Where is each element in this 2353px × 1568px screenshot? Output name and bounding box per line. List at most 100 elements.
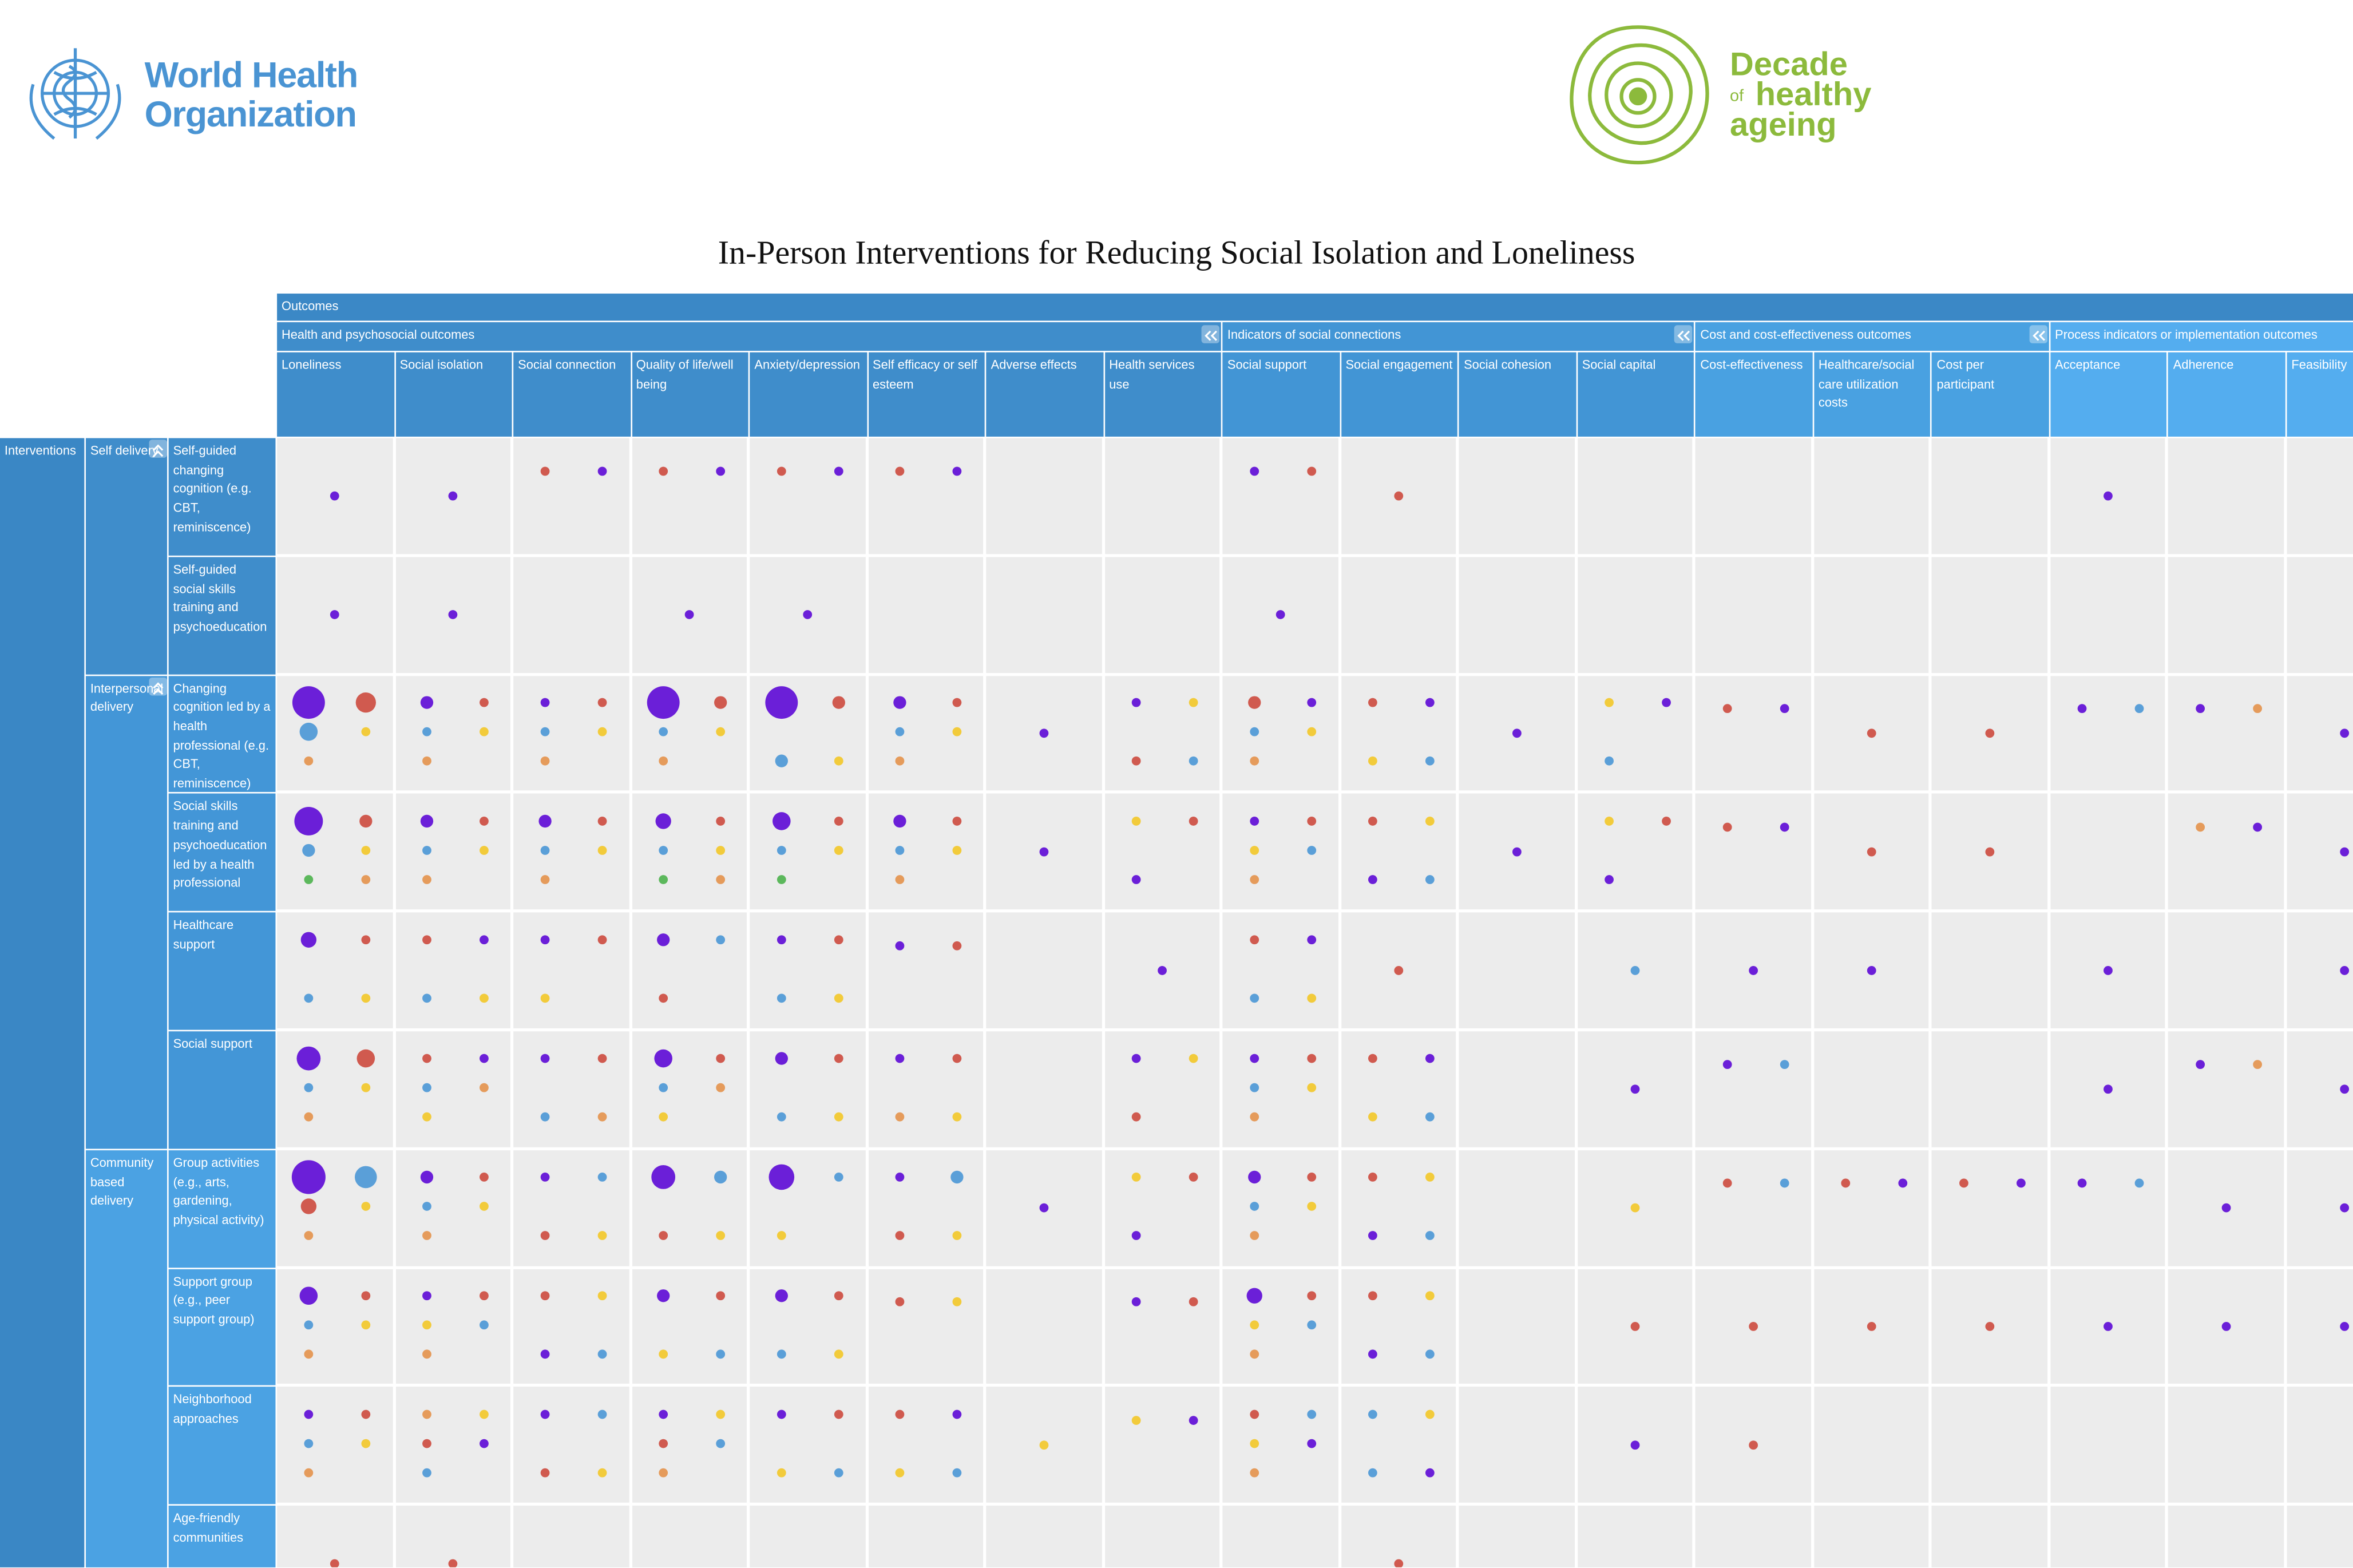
study-dot bbox=[1425, 698, 1435, 707]
study-dot bbox=[1131, 875, 1141, 884]
study-dot bbox=[422, 1054, 431, 1063]
study-dot bbox=[1425, 756, 1435, 766]
column-group-header: Health and psychosocial outcomes bbox=[277, 322, 1222, 351]
study-dot bbox=[540, 698, 550, 707]
study-dot bbox=[832, 696, 845, 709]
study-dot bbox=[1250, 1320, 1259, 1330]
study-dot bbox=[654, 1049, 672, 1068]
study-dot bbox=[1867, 847, 1876, 857]
map-cell bbox=[1104, 675, 1220, 791]
map-cell bbox=[631, 1387, 747, 1503]
study-dot bbox=[480, 846, 489, 855]
study-dot bbox=[2196, 704, 2205, 714]
study-dot bbox=[597, 698, 607, 707]
study-dot bbox=[714, 1170, 727, 1184]
study-dot bbox=[1158, 966, 1167, 975]
study-dot bbox=[304, 875, 314, 884]
study-dot bbox=[2253, 704, 2263, 714]
study-dot bbox=[1425, 817, 1435, 826]
map-cell bbox=[2050, 1506, 2166, 1567]
study-dot bbox=[1250, 875, 1259, 884]
map-cell bbox=[1222, 675, 1338, 791]
column-header: Social engagement bbox=[1341, 352, 1458, 437]
study-dot bbox=[422, 1468, 431, 1478]
study-dot bbox=[2134, 704, 2144, 714]
study-dot bbox=[952, 941, 962, 951]
who-line: Organization bbox=[144, 94, 357, 136]
study-dot bbox=[1307, 1320, 1317, 1330]
study-dot bbox=[292, 686, 325, 719]
collapse-button[interactable] bbox=[1202, 325, 1220, 343]
study-dot bbox=[540, 1468, 550, 1478]
study-dot bbox=[540, 846, 550, 855]
map-cell bbox=[631, 1506, 747, 1567]
map-cell bbox=[986, 1031, 1102, 1147]
study-dot bbox=[540, 935, 550, 945]
map-cell bbox=[2168, 438, 2284, 554]
study-dot bbox=[1959, 1178, 1968, 1188]
study-dot bbox=[448, 1559, 458, 1567]
study-dot bbox=[1394, 1559, 1404, 1567]
map-cell bbox=[868, 1506, 984, 1567]
study-dot bbox=[952, 1297, 962, 1306]
study-dot bbox=[895, 1297, 905, 1306]
study-dot bbox=[480, 817, 489, 826]
study-dot bbox=[1307, 466, 1317, 476]
study-dot bbox=[1780, 1178, 1789, 1188]
map-cell bbox=[2287, 556, 2353, 672]
column-header: Acceptance bbox=[2050, 352, 2168, 437]
row-header: Neighborhood approaches bbox=[168, 1387, 276, 1504]
map-cell bbox=[631, 1031, 747, 1147]
study-dot bbox=[540, 875, 550, 884]
study-dot bbox=[304, 1439, 314, 1448]
study-dot bbox=[2253, 1060, 2263, 1070]
study-dot bbox=[1307, 935, 1317, 945]
collapse-button[interactable] bbox=[1674, 325, 1693, 343]
study-dot bbox=[1425, 1231, 1435, 1240]
who-line: World Health bbox=[144, 56, 359, 97]
study-dot bbox=[330, 610, 339, 619]
study-dot bbox=[1250, 1349, 1259, 1359]
study-dot bbox=[1307, 1173, 1317, 1182]
study-dot bbox=[1749, 1440, 1758, 1450]
map-cell bbox=[750, 1150, 865, 1266]
study-dot bbox=[540, 727, 550, 737]
study-dot bbox=[1867, 1322, 1876, 1331]
page-title: In-Person Interventions for Reducing Soc… bbox=[718, 233, 1635, 271]
map-cell bbox=[1222, 912, 1338, 1028]
study-dot bbox=[304, 1231, 314, 1240]
map-cell bbox=[513, 675, 629, 791]
study-dot bbox=[1246, 1288, 1262, 1304]
study-dot bbox=[422, 1320, 431, 1330]
study-dot bbox=[895, 875, 905, 884]
map-cell bbox=[2287, 1387, 2353, 1503]
study-dot bbox=[540, 993, 550, 1003]
study-dot bbox=[480, 1083, 489, 1092]
map-cell bbox=[2168, 1506, 2284, 1567]
study-dot bbox=[716, 1349, 726, 1359]
study-dot bbox=[361, 1439, 371, 1448]
collapse-button[interactable] bbox=[2029, 325, 2047, 343]
collapse-button[interactable] bbox=[149, 676, 168, 695]
study-dot bbox=[1039, 1440, 1049, 1450]
study-dot bbox=[952, 1468, 962, 1478]
study-dot bbox=[1605, 817, 1614, 826]
study-dot bbox=[1131, 1231, 1141, 1240]
study-dot bbox=[1250, 756, 1259, 766]
map-cell bbox=[1222, 1031, 1338, 1147]
study-dot bbox=[659, 756, 668, 766]
map-cell bbox=[1341, 1506, 1456, 1567]
map-cell bbox=[2168, 1031, 2284, 1147]
map-cell bbox=[1104, 1031, 1220, 1147]
column-group-header: Indicators of social connections bbox=[1222, 322, 1694, 351]
study-dot bbox=[538, 814, 552, 828]
study-dot bbox=[803, 610, 813, 619]
study-dot bbox=[1722, 704, 1732, 714]
study-dot bbox=[657, 933, 670, 947]
study-dot bbox=[834, 817, 843, 826]
study-dot bbox=[1749, 1322, 1758, 1331]
collapse-button[interactable] bbox=[149, 439, 168, 458]
study-dot bbox=[540, 1409, 550, 1419]
column-header: Anxiety/depression bbox=[750, 352, 867, 437]
